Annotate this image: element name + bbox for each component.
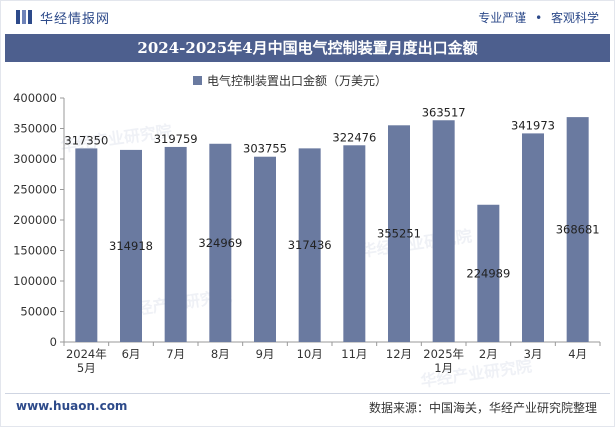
bar: [298, 148, 321, 342]
logo-icon: [16, 10, 32, 24]
y-tick-label: 400000: [13, 91, 57, 105]
x-tick-label: 5月: [77, 361, 96, 375]
bar: [432, 120, 455, 342]
data-label: 363517: [422, 105, 466, 119]
x-tick-label: 12月: [386, 347, 412, 361]
data-label: 368681: [556, 223, 600, 237]
y-tick-label: 100000: [13, 274, 57, 288]
bar: [164, 146, 187, 342]
bar: [477, 204, 500, 342]
motto-separator: •: [535, 11, 543, 25]
motto-left: 专业严谨: [478, 11, 527, 25]
bar: [254, 156, 276, 342]
footer-site: www.huaon.com: [16, 399, 128, 413]
data-label: 319759: [154, 132, 198, 146]
data-label: 303755: [243, 142, 287, 156]
x-tick-label: 4月: [568, 347, 587, 361]
data-label: 314918: [109, 239, 153, 253]
x-tick-label: 7月: [166, 347, 185, 361]
y-tick-label: 50000: [20, 305, 57, 319]
x-tick-label: 11月: [341, 347, 367, 361]
chart-title: 2024-2025年4月中国电气控制装置月度出口金额: [5, 34, 610, 62]
header-bar: 华经情报网 专业严谨 • 客观科学: [0, 0, 615, 34]
data-label: 355251: [377, 227, 421, 241]
y-tick-label: 300000: [13, 152, 57, 166]
data-label: 324969: [198, 236, 242, 250]
x-tick-label: 1月: [434, 361, 453, 375]
data-label: 317436: [288, 238, 332, 252]
data-label: 322476: [332, 130, 376, 144]
legend-swatch: [193, 76, 202, 85]
x-tick-label: 2月: [479, 347, 498, 361]
bar: [388, 125, 410, 342]
motto-right: 客观科学: [550, 11, 599, 25]
x-tick-label: 10月: [297, 347, 323, 361]
y-tick-label: 350000: [13, 122, 57, 136]
y-tick-label: 200000: [13, 213, 57, 227]
footer-divider: [5, 393, 610, 394]
data-label: 341973: [511, 118, 555, 132]
bar: [343, 145, 366, 342]
x-tick-label: 2024年: [66, 347, 107, 361]
x-tick-label: 2025年: [423, 347, 464, 361]
x-tick-label: 8月: [211, 347, 230, 361]
bar-chart: 电气控制装置出口金额（万美元） 0 50000 100000 150000 200000 2…: [13, 73, 601, 375]
x-tick-label: 3月: [524, 347, 543, 361]
data-label: 317350: [64, 133, 108, 147]
legend-label: 电气控制装置出口金额（万美元）: [207, 73, 387, 88]
brand-name: 华经情报网: [40, 12, 111, 27]
footer-source: 数据来源：中国海关，华经产业研究院整理: [368, 401, 597, 415]
bar: [75, 148, 98, 342]
bar: [209, 143, 232, 342]
bar: [566, 117, 589, 343]
motto: 专业严谨 • 客观科学: [478, 9, 599, 26]
y-tick-label: 150000: [13, 244, 57, 258]
y-tick-label: 0: [50, 335, 57, 349]
x-tick-label: 6月: [122, 347, 141, 361]
bar: [120, 149, 142, 342]
bar: [522, 133, 544, 342]
data-label: 224989: [466, 266, 510, 280]
x-tick-label: 9月: [256, 347, 275, 361]
y-tick-label: 250000: [13, 183, 57, 197]
